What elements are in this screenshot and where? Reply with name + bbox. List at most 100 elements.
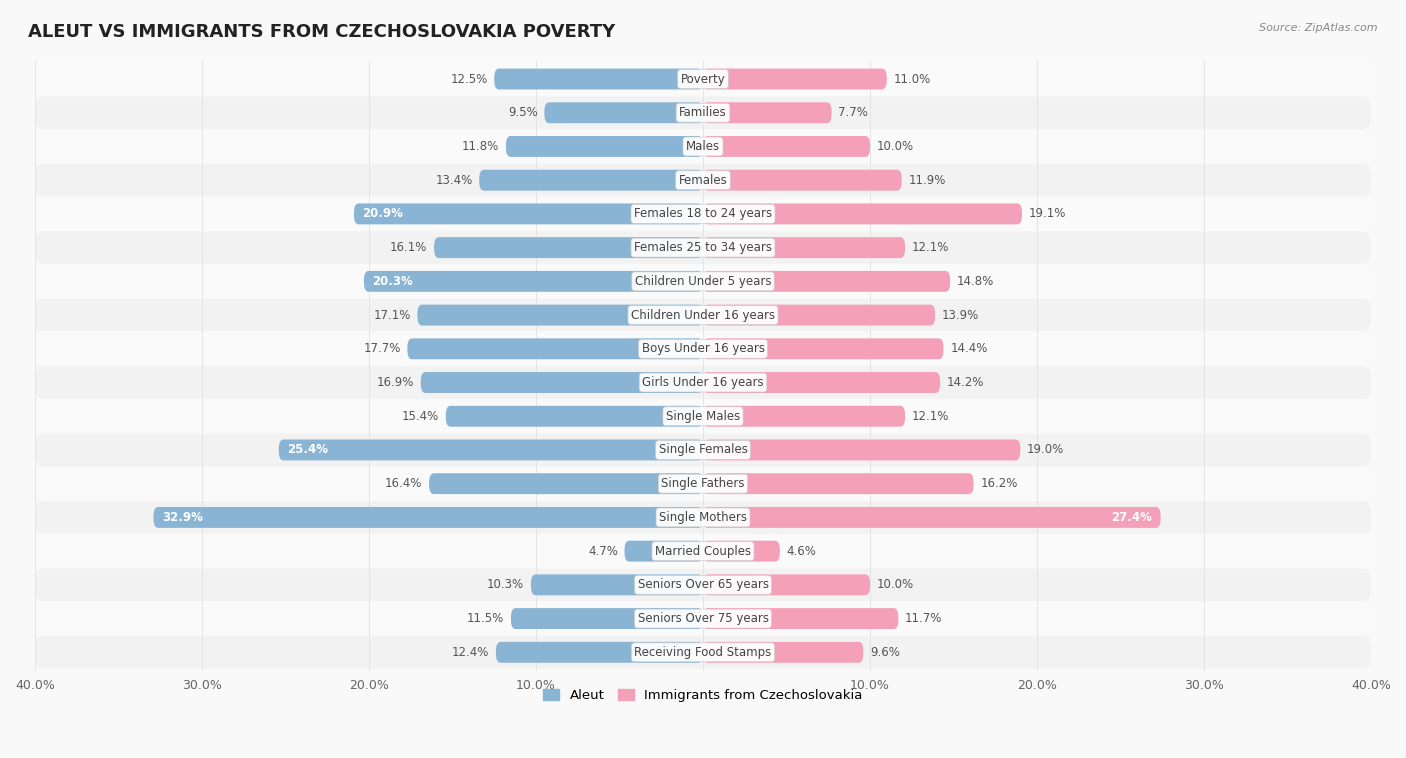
Text: 15.4%: 15.4% [402, 410, 439, 423]
FancyBboxPatch shape [703, 440, 1021, 460]
FancyBboxPatch shape [418, 305, 703, 325]
FancyBboxPatch shape [35, 468, 1371, 500]
FancyBboxPatch shape [429, 473, 703, 494]
Text: Receiving Food Stamps: Receiving Food Stamps [634, 646, 772, 659]
Text: 11.5%: 11.5% [467, 612, 505, 625]
FancyBboxPatch shape [703, 372, 941, 393]
FancyBboxPatch shape [506, 136, 703, 157]
Text: Males: Males [686, 140, 720, 153]
Text: Seniors Over 65 years: Seniors Over 65 years [637, 578, 769, 591]
FancyBboxPatch shape [35, 636, 1371, 669]
FancyBboxPatch shape [35, 96, 1371, 129]
FancyBboxPatch shape [624, 540, 703, 562]
FancyBboxPatch shape [703, 540, 780, 562]
Text: 12.1%: 12.1% [911, 241, 949, 254]
Text: ALEUT VS IMMIGRANTS FROM CZECHOSLOVAKIA POVERTY: ALEUT VS IMMIGRANTS FROM CZECHOSLOVAKIA … [28, 23, 616, 41]
Text: 20.3%: 20.3% [373, 275, 413, 288]
FancyBboxPatch shape [434, 237, 703, 258]
Text: Children Under 5 years: Children Under 5 years [634, 275, 772, 288]
Text: Girls Under 16 years: Girls Under 16 years [643, 376, 763, 389]
FancyBboxPatch shape [479, 170, 703, 191]
Text: 19.0%: 19.0% [1026, 443, 1064, 456]
Text: 20.9%: 20.9% [363, 208, 404, 221]
FancyBboxPatch shape [703, 305, 935, 325]
FancyBboxPatch shape [35, 231, 1371, 264]
Text: Seniors Over 75 years: Seniors Over 75 years [637, 612, 769, 625]
FancyBboxPatch shape [703, 575, 870, 595]
FancyBboxPatch shape [35, 366, 1371, 399]
FancyBboxPatch shape [703, 68, 887, 89]
Text: 27.4%: 27.4% [1111, 511, 1153, 524]
FancyBboxPatch shape [408, 338, 703, 359]
FancyBboxPatch shape [703, 473, 973, 494]
Text: Families: Families [679, 106, 727, 119]
Text: Females 18 to 24 years: Females 18 to 24 years [634, 208, 772, 221]
Text: 19.1%: 19.1% [1029, 208, 1066, 221]
Text: 16.9%: 16.9% [377, 376, 413, 389]
FancyBboxPatch shape [703, 406, 905, 427]
FancyBboxPatch shape [703, 608, 898, 629]
Text: Single Fathers: Single Fathers [661, 478, 745, 490]
FancyBboxPatch shape [278, 440, 703, 460]
FancyBboxPatch shape [35, 603, 1371, 634]
FancyBboxPatch shape [35, 130, 1371, 163]
FancyBboxPatch shape [35, 164, 1371, 196]
Text: Females: Females [679, 174, 727, 186]
FancyBboxPatch shape [544, 102, 703, 124]
Text: 7.7%: 7.7% [838, 106, 868, 119]
FancyBboxPatch shape [35, 198, 1371, 230]
Text: 13.4%: 13.4% [436, 174, 472, 186]
FancyBboxPatch shape [703, 507, 1160, 528]
Text: 11.7%: 11.7% [905, 612, 942, 625]
FancyBboxPatch shape [35, 63, 1371, 96]
Text: 14.2%: 14.2% [946, 376, 984, 389]
FancyBboxPatch shape [495, 68, 703, 89]
Text: 14.8%: 14.8% [957, 275, 994, 288]
FancyBboxPatch shape [703, 237, 905, 258]
Text: 11.0%: 11.0% [893, 73, 931, 86]
FancyBboxPatch shape [35, 501, 1371, 534]
FancyBboxPatch shape [35, 400, 1371, 432]
Text: 4.6%: 4.6% [786, 545, 817, 558]
Text: 16.2%: 16.2% [980, 478, 1018, 490]
Text: Females 25 to 34 years: Females 25 to 34 years [634, 241, 772, 254]
FancyBboxPatch shape [703, 170, 901, 191]
FancyBboxPatch shape [531, 575, 703, 595]
FancyBboxPatch shape [364, 271, 703, 292]
Text: Single Mothers: Single Mothers [659, 511, 747, 524]
Text: 10.0%: 10.0% [877, 578, 914, 591]
Text: 12.5%: 12.5% [450, 73, 488, 86]
Text: 12.1%: 12.1% [911, 410, 949, 423]
Text: 11.8%: 11.8% [463, 140, 499, 153]
Text: Single Females: Single Females [658, 443, 748, 456]
Text: 32.9%: 32.9% [162, 511, 202, 524]
Text: Source: ZipAtlas.com: Source: ZipAtlas.com [1260, 23, 1378, 33]
FancyBboxPatch shape [510, 608, 703, 629]
Text: 16.4%: 16.4% [385, 478, 422, 490]
FancyBboxPatch shape [35, 299, 1371, 331]
FancyBboxPatch shape [703, 642, 863, 662]
Text: 17.1%: 17.1% [374, 309, 411, 321]
FancyBboxPatch shape [35, 535, 1371, 567]
FancyBboxPatch shape [703, 271, 950, 292]
Text: 11.9%: 11.9% [908, 174, 946, 186]
FancyBboxPatch shape [703, 136, 870, 157]
Text: 17.7%: 17.7% [363, 343, 401, 356]
FancyBboxPatch shape [420, 372, 703, 393]
Text: 9.5%: 9.5% [508, 106, 537, 119]
FancyBboxPatch shape [35, 333, 1371, 365]
Legend: Aleut, Immigrants from Czechoslovakia: Aleut, Immigrants from Czechoslovakia [538, 684, 868, 707]
Text: Poverty: Poverty [681, 73, 725, 86]
FancyBboxPatch shape [703, 203, 1022, 224]
FancyBboxPatch shape [703, 102, 831, 124]
FancyBboxPatch shape [35, 265, 1371, 298]
Text: 16.1%: 16.1% [389, 241, 427, 254]
Text: 14.4%: 14.4% [950, 343, 987, 356]
Text: 13.9%: 13.9% [942, 309, 979, 321]
FancyBboxPatch shape [35, 434, 1371, 466]
Text: Married Couples: Married Couples [655, 545, 751, 558]
Text: 4.7%: 4.7% [588, 545, 617, 558]
Text: Single Males: Single Males [666, 410, 740, 423]
Text: 10.3%: 10.3% [486, 578, 524, 591]
FancyBboxPatch shape [446, 406, 703, 427]
